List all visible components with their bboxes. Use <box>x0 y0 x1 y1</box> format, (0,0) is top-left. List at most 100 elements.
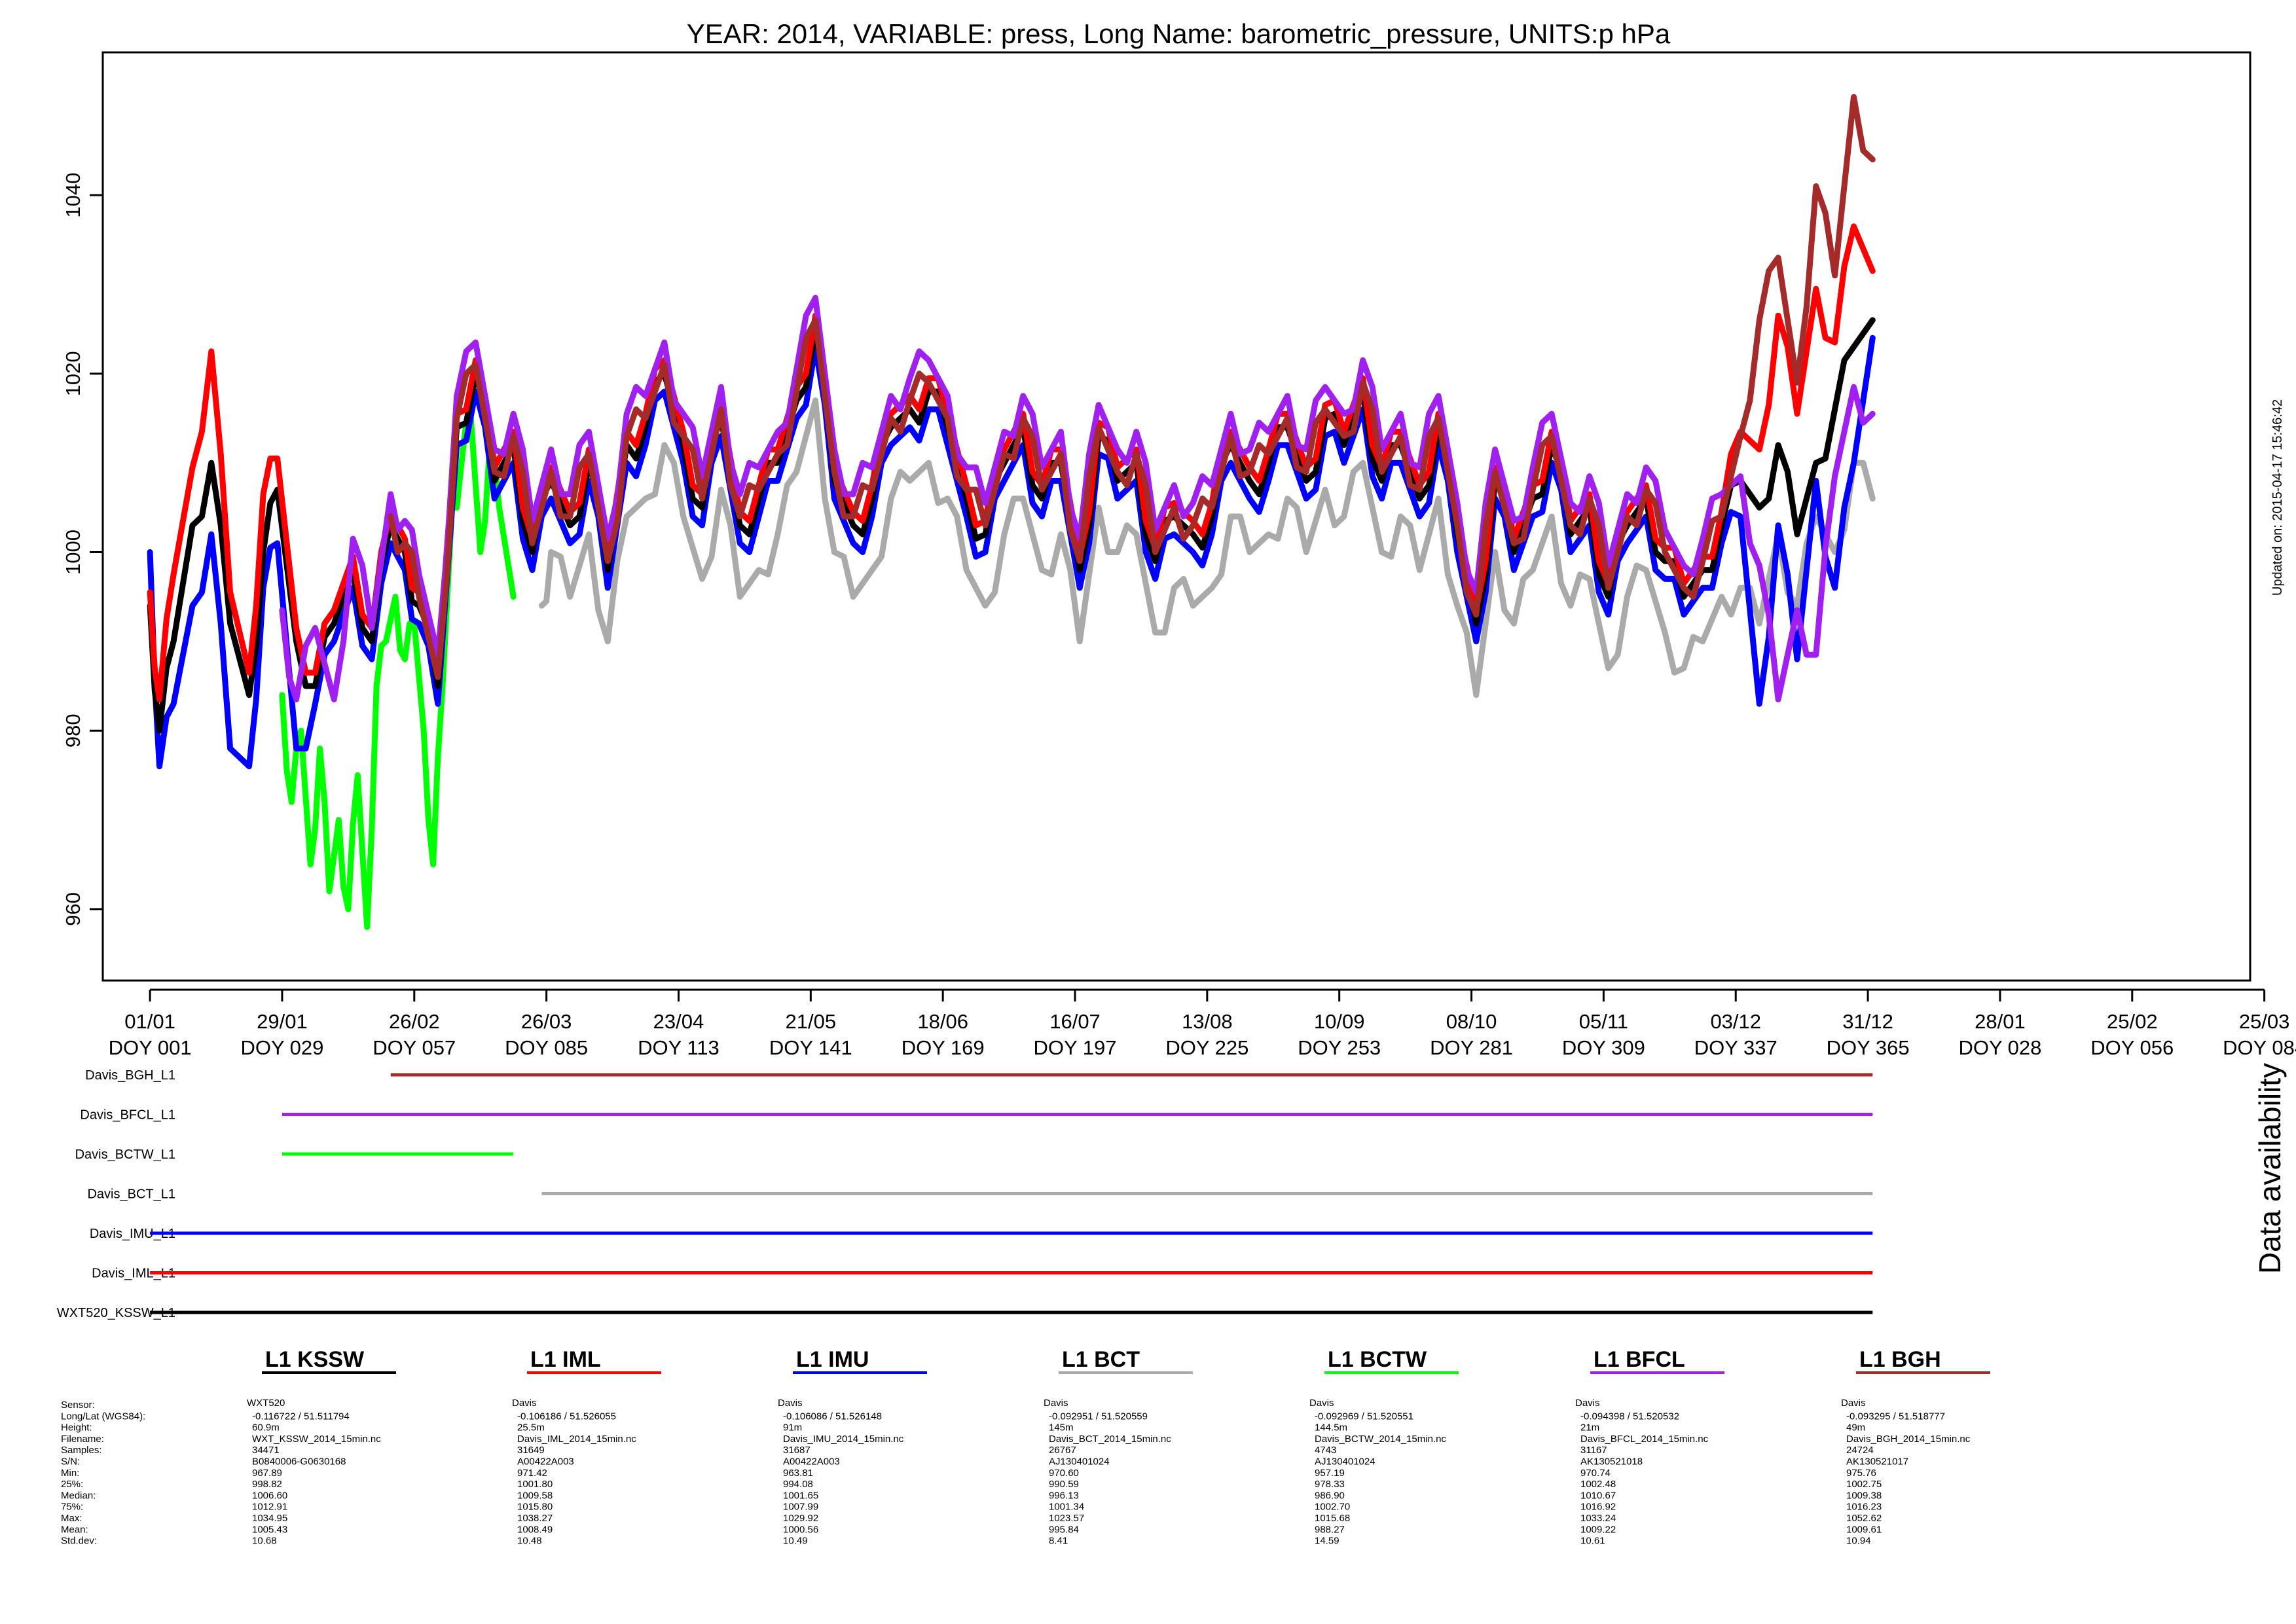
stat-value: 1015.68 <box>1315 1513 1350 1524</box>
legend-label: L1 BFCL <box>1594 1347 1685 1372</box>
stat-row-label: Median: <box>61 1490 96 1501</box>
x-tick-doy: DOY 337 <box>1694 1036 1777 1059</box>
legend-label: L1 KSSW <box>265 1347 365 1372</box>
stat-value: 8.41 <box>1049 1536 1068 1547</box>
x-tick-doy: DOY 085 <box>505 1036 588 1059</box>
x-tick-date: 26/02 <box>389 1010 440 1033</box>
availability-panel: Davis_BGH_L1 Davis_BFCL_L1 Davis_BCTW_L1 Da… <box>57 1068 1873 1320</box>
stat-value: 60.9m <box>252 1422 280 1434</box>
stat-value: 10.49 <box>783 1536 808 1547</box>
stat-value: A00422A003 <box>783 1456 840 1468</box>
stat-value: B0840006-G0630168 <box>252 1456 346 1468</box>
stat-value: 995.84 <box>1049 1524 1079 1535</box>
stat-value: 988.27 <box>1315 1524 1345 1535</box>
legend-label: L1 IMU <box>796 1347 869 1372</box>
x-tick-doy: DOY 365 <box>1827 1036 1910 1059</box>
stat-value: Davis <box>512 1398 537 1409</box>
stat-row-label: Filename: <box>61 1434 104 1445</box>
x-tick-doy: DOY 197 <box>1034 1036 1117 1059</box>
updated-timestamp: Updated on: 2015-04-17 15:46:42 <box>2270 399 2285 596</box>
y-tick-label: 980 <box>62 713 84 748</box>
stat-value: 24724 <box>1846 1445 1874 1456</box>
stat-row-label: 75%: <box>61 1502 83 1513</box>
stat-value: -0.092951 / 51.520559 <box>1049 1411 1148 1422</box>
x-tick-doy: DOY 253 <box>1298 1036 1381 1059</box>
stat-row-label: Samples: <box>61 1445 102 1456</box>
stat-value: 1023.57 <box>1049 1513 1084 1524</box>
x-tick-doy: DOY 141 <box>769 1036 852 1059</box>
stat-value: Davis_IMU_2014_15min.nc <box>783 1434 904 1445</box>
stat-value: 1002.70 <box>1315 1502 1350 1513</box>
stat-row-label: Long/Lat (WGS84): <box>61 1411 145 1422</box>
x-tick-date: 01/01 <box>124 1010 175 1033</box>
stat-row-label: 25%: <box>61 1479 83 1490</box>
stat-value: 998.82 <box>252 1479 282 1490</box>
stat-value: 1009.58 <box>517 1490 553 1501</box>
x-tick-doy: DOY 056 <box>2090 1036 2174 1059</box>
stat-row-label: Height: <box>61 1422 92 1434</box>
stat-value: 1002.75 <box>1846 1479 1882 1490</box>
stat-value: 994.08 <box>783 1479 813 1490</box>
stat-value: -0.106186 / 51.526055 <box>517 1411 616 1422</box>
stat-value: 971.42 <box>517 1468 547 1479</box>
stat-value: 963.81 <box>783 1468 813 1479</box>
stat-value: Davis_BFCL_2014_15min.nc <box>1580 1434 1709 1445</box>
stat-value: -0.092969 / 51.520551 <box>1315 1411 1413 1422</box>
x-tick-date: 03/12 <box>1710 1010 1761 1033</box>
x-tick-date: 21/05 <box>786 1010 837 1033</box>
series-line-davis_bct_l1 <box>538 397 1876 698</box>
availability-label: Davis_BCT_L1 <box>87 1187 175 1202</box>
stat-value: Davis_BCTW_2014_15min.nc <box>1315 1434 1446 1445</box>
x-tick-date: 18/06 <box>917 1010 968 1033</box>
stat-value: 31167 <box>1580 1445 1607 1456</box>
x-tick-date: 28/01 <box>1975 1010 2026 1033</box>
stat-value: 26767 <box>1049 1445 1076 1456</box>
x-tick-date: 31/12 <box>1842 1010 1893 1033</box>
x-tick-date: 25/03 <box>2239 1010 2290 1033</box>
stat-value: 10.61 <box>1580 1536 1605 1547</box>
stat-value: -0.093295 / 51.518777 <box>1846 1411 1945 1422</box>
stat-value: 1038.27 <box>517 1513 553 1524</box>
stat-value: Davis <box>778 1398 803 1409</box>
x-tick-doy: DOY 057 <box>373 1036 456 1059</box>
stat-value: 1015.80 <box>517 1502 553 1513</box>
stat-value: 1006.60 <box>252 1490 287 1501</box>
x-tick-doy: DOY 001 <box>109 1036 192 1059</box>
chart-title: YEAR: 2014, VARIABLE: press, Long Name: … <box>687 18 1671 49</box>
stat-value: AK130521017 <box>1846 1456 1908 1468</box>
stat-value: WXT_KSSW_2014_15min.nc <box>252 1434 381 1445</box>
stat-value: Davis <box>1575 1398 1600 1409</box>
stat-value: 31649 <box>517 1445 545 1456</box>
legend-label: L1 BGH <box>1859 1347 1941 1372</box>
stat-value: Davis_BGH_2014_15min.nc <box>1846 1434 1971 1445</box>
stat-value: 91m <box>783 1422 802 1434</box>
stat-value: 970.74 <box>1580 1468 1611 1479</box>
x-tick-date: 10/09 <box>1314 1010 1365 1033</box>
stat-value: 1009.38 <box>1846 1490 1882 1501</box>
statistics-table: Sensor:Long/Lat (WGS84):Height:Filename:… <box>61 1398 1971 1547</box>
series-line-davis_bgh_l1 <box>388 94 1876 680</box>
legend-label: L1 IML <box>530 1347 601 1372</box>
x-tick-date: 26/03 <box>521 1010 572 1033</box>
stat-value: 975.76 <box>1846 1468 1876 1479</box>
stat-value: 990.59 <box>1049 1479 1079 1490</box>
stat-value: 1029.92 <box>783 1513 818 1524</box>
stat-value: 1016.92 <box>1580 1502 1616 1513</box>
stat-row-label: S/N: <box>61 1456 80 1468</box>
x-tick-doy: DOY 028 <box>1958 1036 2041 1059</box>
x-tick-date: 25/02 <box>2107 1010 2158 1033</box>
stat-value: 34471 <box>252 1445 280 1456</box>
y-tick-label: 1040 <box>62 173 84 218</box>
stat-value: AJ130401024 <box>1049 1456 1110 1468</box>
stat-value: 4743 <box>1315 1445 1336 1456</box>
stat-value: 31687 <box>783 1445 811 1456</box>
stat-value: 1001.34 <box>1049 1502 1084 1513</box>
stat-value: 144.5m <box>1315 1422 1347 1434</box>
x-tick-doy: DOY 084 <box>2223 1036 2296 1059</box>
stat-value: 970.60 <box>1049 1468 1079 1479</box>
availability-label: Davis_BCTW_L1 <box>75 1147 175 1162</box>
stat-value: Davis_BCT_2014_15min.nc <box>1049 1434 1171 1445</box>
stat-value: 10.94 <box>1846 1536 1871 1547</box>
stat-value: Davis <box>1309 1398 1334 1409</box>
stat-value: 1012.91 <box>252 1502 287 1513</box>
